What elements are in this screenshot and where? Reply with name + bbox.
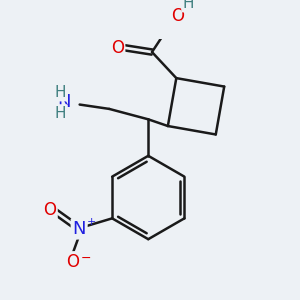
Text: O: O (111, 39, 124, 57)
Text: O: O (43, 201, 56, 219)
Text: −: − (81, 252, 92, 265)
Text: H: H (55, 106, 66, 121)
Text: O: O (66, 253, 79, 271)
Text: H: H (183, 0, 194, 11)
Text: +: + (87, 217, 96, 227)
Text: O: O (171, 7, 184, 25)
Text: N: N (72, 220, 86, 238)
Text: H: H (55, 85, 66, 100)
Text: N: N (58, 93, 71, 111)
